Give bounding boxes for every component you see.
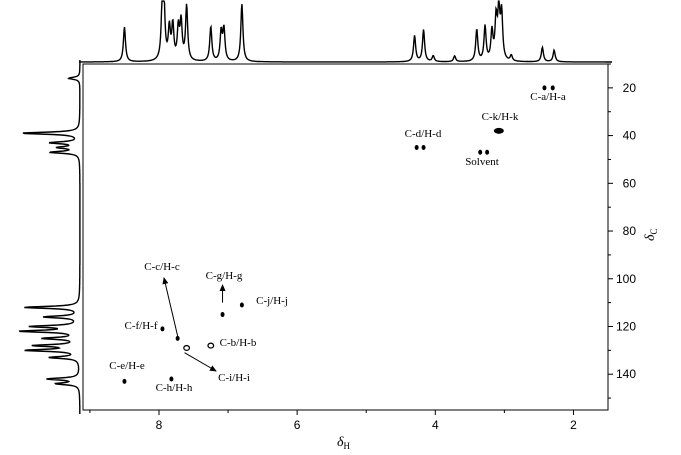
- x-tick-label: 2: [570, 418, 577, 432]
- cross-peak: [414, 145, 419, 151]
- y-tick-label: 100: [616, 272, 636, 286]
- cross-peak: [493, 127, 504, 134]
- y-tick-label: 20: [623, 81, 637, 95]
- top-projection: [79, 0, 612, 63]
- peak-label: C-f/H-f: [125, 320, 158, 332]
- peak-label: Solvent: [465, 156, 499, 168]
- y-axis-ticks: 20 40 60 80 100 120 140: [608, 63, 637, 399]
- cross-peak: [169, 376, 174, 382]
- annotation-arrow: [184, 352, 217, 372]
- peak-label: C-i/H-i: [218, 372, 250, 384]
- cross-peak: [478, 149, 483, 155]
- carbon-projection-trace: [18, 60, 81, 414]
- cross-peak: [160, 326, 165, 332]
- x-tick-label: 4: [432, 418, 439, 432]
- left-projection: [18, 60, 81, 414]
- cross-peak: [207, 342, 215, 349]
- annotation-arrows: [162, 277, 226, 372]
- cross-peak: [542, 85, 547, 91]
- cross-peak: [122, 378, 127, 384]
- cross-peak: [550, 85, 555, 91]
- y-tick-label: 60: [623, 176, 637, 190]
- y-axis-title: δC: [643, 228, 659, 241]
- x-axis-title: δH: [337, 435, 351, 451]
- peak-label: C-a/H-a: [530, 91, 566, 103]
- cross-peak: [421, 145, 426, 151]
- cross-peak: [220, 312, 225, 318]
- y-tick-label: 80: [623, 224, 637, 238]
- peak-label: C-c/H-c: [144, 261, 180, 273]
- peak-label: C-h/H-h: [156, 382, 193, 394]
- annotation-arrow: [162, 277, 179, 337]
- x-axis-ticks: 8 6 4 2: [89, 410, 577, 432]
- y-tick-label: 120: [616, 319, 636, 333]
- peak-label: C-d/H-d: [405, 128, 442, 140]
- y-tick-label: 40: [623, 129, 637, 143]
- peak-labels: C-a/H-a C-k/H-k C-d/H-d Solvent C-g/H-g C-j/H…: [109, 91, 566, 394]
- peak-label: C-g/H-g: [206, 270, 243, 282]
- plot-frame: [82, 63, 609, 411]
- peak-label: C-j/H-j: [256, 295, 288, 307]
- peak-label: C-b/H-b: [220, 337, 257, 349]
- cross-peak: [175, 335, 180, 341]
- x-tick-label: 8: [156, 418, 163, 432]
- peak-label: C-k/H-k: [482, 111, 519, 123]
- cross-peak: [183, 344, 191, 352]
- cross-peak: [239, 302, 244, 308]
- cross-peaks: [122, 85, 555, 384]
- x-tick-label: 6: [294, 418, 301, 432]
- peak-label: C-e/H-e: [109, 360, 145, 372]
- y-tick-label: 140: [616, 367, 636, 381]
- cross-peak: [485, 149, 490, 155]
- proton-projection-trace: [79, 0, 612, 63]
